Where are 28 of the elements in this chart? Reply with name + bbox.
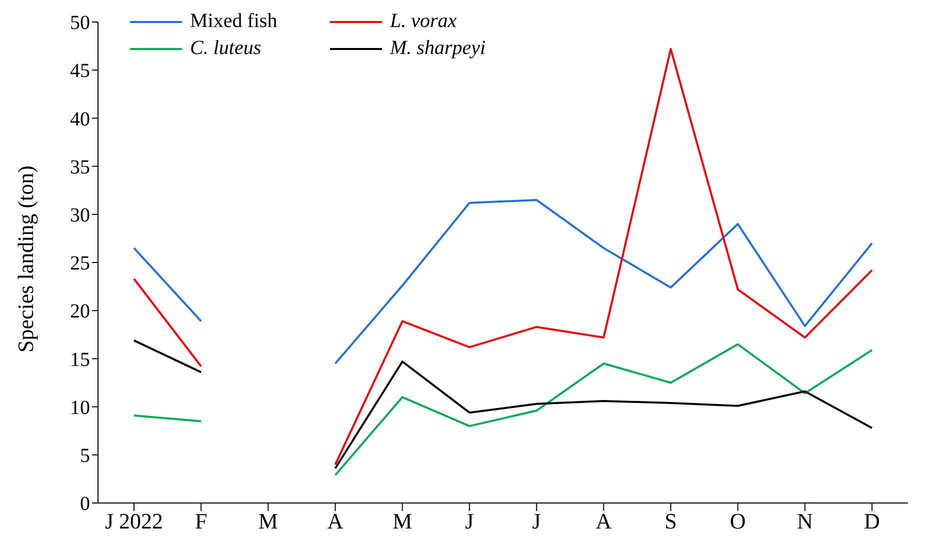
x-tick-label: J	[532, 508, 542, 534]
x-tick-label: J	[465, 508, 474, 534]
y-tick-label: 50	[70, 12, 90, 34]
x-tick-label: F	[194, 508, 208, 534]
y-tick-label: 45	[70, 60, 90, 82]
x-tick-label: M	[258, 508, 278, 534]
x-tick-label: J 2022	[104, 508, 164, 534]
legend-label: Mixed fish	[190, 10, 278, 33]
y-axis-title: Species landing (ton)	[12, 166, 38, 352]
x-tick-label: S	[664, 508, 677, 534]
x-tick-label: D	[864, 508, 880, 534]
y-tick-label: 35	[70, 156, 90, 178]
y-tick-label: 25	[70, 252, 90, 275]
y-tick-label: 5	[80, 445, 90, 467]
x-tick-label: A	[596, 508, 612, 534]
legend-label: L. vorax	[390, 10, 457, 33]
legend-label: M. sharpeyi	[390, 37, 486, 60]
y-tick-label: 40	[70, 108, 90, 130]
x-tick-label: N	[796, 508, 813, 534]
legend-label: C. luteus	[190, 37, 262, 60]
x-tick-label: A	[327, 508, 344, 534]
y-tick-label: 15	[70, 348, 90, 371]
y-tick-label: 0	[80, 493, 90, 516]
x-tick-label: O	[730, 508, 746, 534]
x-tick-label: M	[392, 508, 412, 534]
y-tick-label: 10	[70, 396, 90, 419]
y-tick-label: 30	[70, 204, 90, 226]
y-tick-label: 20	[70, 300, 90, 323]
